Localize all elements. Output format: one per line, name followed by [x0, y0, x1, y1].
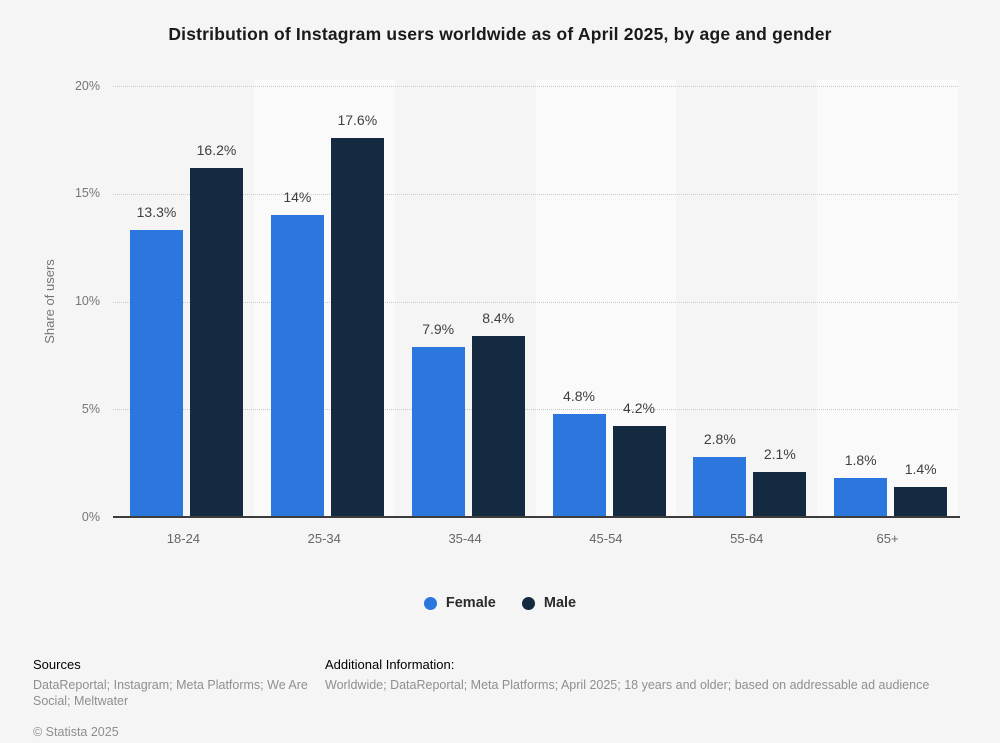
bar-value-label: 2.8% — [703, 431, 736, 447]
bar-male-65[interactable] — [894, 487, 948, 517]
bar-female-35-44[interactable] — [411, 347, 465, 517]
y-axis-title-text: Share of users — [41, 259, 57, 344]
plot-band-65 — [817, 80, 958, 517]
legend-item-female[interactable]: Female — [423, 595, 496, 611]
y-axis-title: Share of users — [36, 86, 62, 517]
legend-item-male[interactable]: Male — [521, 595, 577, 611]
bar-value-label: 1.8% — [844, 452, 877, 468]
legend-dot-female — [423, 596, 437, 610]
bar-value-label: 2.1% — [763, 446, 796, 462]
bar-value-label: 16.2% — [196, 142, 237, 158]
legend-dot-male — [521, 596, 535, 610]
x-axis-label-18-24: 18-24 — [166, 531, 201, 546]
bar-value-label: 13.3% — [136, 204, 177, 220]
bar-value-label: 1.4% — [904, 461, 937, 477]
legend-label-male: Male — [543, 595, 577, 611]
additional-info-text: Worldwide; DataReportal; Meta Platforms;… — [325, 678, 930, 692]
y-axis-tick-label: 5% — [81, 401, 100, 416]
x-axis-label-65: 65+ — [876, 531, 899, 546]
y-axis-tick-label: 0% — [81, 509, 100, 524]
gridline-5 — [113, 409, 958, 411]
gridline-10 — [113, 301, 958, 303]
bar-value-label: 4.2% — [623, 400, 655, 416]
sources-text: DataReportal; Instagram; Meta Platforms;… — [33, 678, 308, 708]
bar-female-45-54[interactable] — [552, 414, 606, 517]
legend-label-female: Female — [445, 595, 496, 611]
additional-info-heading: Additional Information: — [325, 657, 455, 672]
legend: Female Male — [0, 595, 1000, 611]
x-axis-label-35-44: 35-44 — [448, 531, 482, 546]
bar-male-18-24[interactable] — [190, 168, 243, 517]
bar-male-55-64[interactable] — [753, 472, 807, 517]
y-axis-tick-label: 15% — [74, 186, 100, 201]
x-axis-label-25-34: 25-34 — [307, 531, 341, 546]
bar-female-25-34[interactable] — [270, 215, 324, 517]
bar-male-45-54[interactable] — [612, 426, 666, 517]
sources-block: Sources DataReportal; Instagram; Meta Pl… — [33, 657, 318, 739]
x-axis-label-45-54: 45-54 — [589, 531, 623, 546]
bar-value-label: 14% — [283, 189, 312, 205]
gridline-20 — [113, 86, 958, 87]
y-axis-tick-label: 20% — [74, 78, 100, 93]
bar-male-35-44[interactable] — [471, 336, 525, 517]
bar-value-label: 7.9% — [422, 321, 455, 337]
y-axis-tick-label: 10% — [74, 294, 100, 308]
bar-female-18-24[interactable] — [130, 230, 183, 517]
x-axis-line — [113, 516, 960, 518]
bar-female-65[interactable] — [834, 478, 888, 517]
x-axis-label-55-64: 55-64 — [730, 531, 764, 546]
copyright-text: © Statista 2025 — [33, 725, 119, 739]
bar-female-55-64[interactable] — [693, 457, 747, 517]
sources-heading: Sources — [33, 657, 81, 672]
bar-value-label: 8.4% — [482, 310, 515, 326]
bar-value-label: 17.6% — [337, 112, 378, 128]
bar-male-25-34[interactable] — [330, 138, 384, 517]
chart-title: Distribution of Instagram users worldwid… — [168, 24, 832, 44]
gridline-15 — [113, 193, 958, 195]
additional-info-block: Additional Information: Worldwide; DataR… — [325, 657, 965, 694]
bar-value-label: 4.8% — [563, 388, 595, 404]
